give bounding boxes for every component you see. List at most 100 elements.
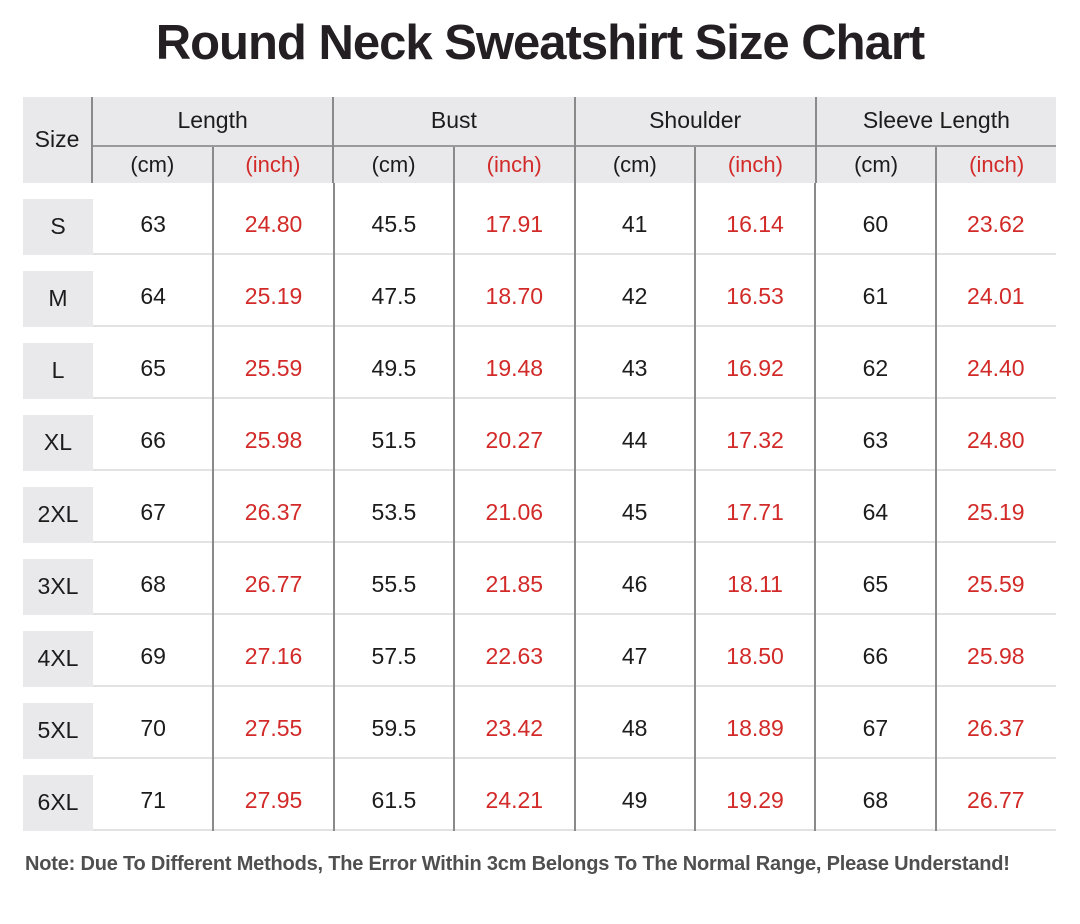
value-cell-cm: 45.5 xyxy=(371,211,417,238)
size-cell: 4XL xyxy=(23,615,93,687)
value-cell-cm: 59.5 xyxy=(371,715,417,742)
page-title: Round Neck Sweatshirt Size Chart xyxy=(155,16,926,70)
header-group-shoulder: Shoulder (cm) (inch) xyxy=(573,96,815,183)
value-cell-cm: 41 xyxy=(621,211,648,238)
size-chart-table: Size Length (cm) (inch) Bust (cm) (inch)… xyxy=(23,96,1056,831)
header-unit-inch: (inch) xyxy=(694,146,815,183)
value-cell-inch: 16.53 xyxy=(726,283,784,310)
value-cell-inch: 17.32 xyxy=(726,427,784,454)
grid-vline xyxy=(453,182,456,831)
value-cell-inch: 19.48 xyxy=(485,355,544,382)
value-cell-cm: 66 xyxy=(862,643,889,670)
size-label: S xyxy=(23,198,93,255)
value-cell-inch: 26.77 xyxy=(967,787,1025,814)
value-cell-cm: 47.5 xyxy=(371,283,417,310)
value-cell-cm: 68 xyxy=(140,571,166,598)
size-label: 2XL xyxy=(23,486,93,543)
value-cell-inch: 26.37 xyxy=(244,499,303,526)
header-unit-inch: (inch) xyxy=(935,146,1056,183)
value-cell-inch: 25.98 xyxy=(967,643,1025,670)
value-cell-inch: 22.63 xyxy=(485,643,544,670)
table-row: XL 66 25.98 51.5 20.27 44 17.32 63 24.80 xyxy=(23,399,1056,471)
header-unit-cm: (cm) xyxy=(612,151,657,177)
size-cell: 2XL xyxy=(23,471,93,543)
header-unit-cm: (cm) xyxy=(130,151,175,177)
size-label: 4XL xyxy=(23,630,93,687)
header-group-label: Shoulder xyxy=(575,97,815,147)
value-cell-inch: 16.92 xyxy=(726,355,784,382)
header-group-label: Bust xyxy=(334,97,574,147)
value-cell-cm: 64 xyxy=(862,499,889,526)
value-cell-cm: 66 xyxy=(140,427,166,454)
header-unit-inch: (inch) xyxy=(211,146,333,183)
value-cell-cm: 63 xyxy=(862,427,889,454)
value-cell-cm: 53.5 xyxy=(371,499,417,526)
value-cell-inch: 24.80 xyxy=(244,211,303,238)
value-cell-inch: 20.27 xyxy=(485,427,544,454)
value-cell-inch: 24.21 xyxy=(485,787,544,814)
header-group-bust: Bust (cm) (inch) xyxy=(332,96,574,183)
value-cell-cm: 63 xyxy=(140,211,166,238)
header-subrow: (cm) (inch) xyxy=(93,146,333,183)
value-cell-inch: 21.06 xyxy=(485,499,544,526)
header-unit-cm: (cm) xyxy=(854,151,899,177)
value-cell-inch: 18.50 xyxy=(726,643,784,670)
value-cell-inch: 18.11 xyxy=(727,571,783,598)
note-text: Note: Due To Different Methods, The Erro… xyxy=(25,852,1010,875)
value-cell-cm: 60 xyxy=(862,211,889,238)
value-cell-cm: 49 xyxy=(621,787,648,814)
size-cell: 5XL xyxy=(23,687,93,759)
value-cell-inch: 25.59 xyxy=(967,571,1025,598)
size-label: M xyxy=(23,270,93,327)
size-cell: 6XL xyxy=(23,759,93,831)
value-cell-cm: 46 xyxy=(621,571,648,598)
value-cell-cm: 70 xyxy=(140,715,166,742)
table-row: 6XL 71 27.95 61.5 24.21 49 19.29 68 26.77 xyxy=(23,759,1056,831)
size-cell: XL xyxy=(23,399,93,471)
size-label: 3XL xyxy=(23,558,93,615)
grid-vline xyxy=(693,182,696,831)
table-row: 2XL 67 26.37 53.5 21.06 45 17.71 64 25.19 xyxy=(23,471,1056,543)
value-cell-cm: 47 xyxy=(621,643,648,670)
header-group-label: Sleeve Length xyxy=(816,97,1056,147)
header-group-sleeve-length: Sleeve Length (cm) (inch) xyxy=(814,96,1056,183)
value-cell-inch: 26.37 xyxy=(967,715,1025,742)
value-cell-inch: 18.89 xyxy=(726,715,784,742)
value-cell-inch: 25.19 xyxy=(244,283,303,310)
value-cell-inch: 19.29 xyxy=(726,787,784,814)
value-cell-cm: 65 xyxy=(862,571,889,598)
value-cell-inch: 27.55 xyxy=(244,715,303,742)
value-cell-cm: 67 xyxy=(140,499,166,526)
size-label: XL xyxy=(23,414,93,471)
value-cell-cm: 67 xyxy=(862,715,889,742)
value-cell-inch: 24.01 xyxy=(967,283,1025,310)
table-row: M 64 25.19 47.5 18.70 42 16.53 61 24.01 xyxy=(23,255,1056,327)
value-cell-inch: 17.91 xyxy=(485,211,544,238)
value-cell-cm: 64 xyxy=(140,283,166,310)
grid-vline xyxy=(212,182,215,831)
value-cell-inch: 24.40 xyxy=(967,355,1025,382)
value-cell-cm: 49.5 xyxy=(371,355,417,382)
value-cell-inch: 18.70 xyxy=(485,283,544,310)
value-cell-cm: 71 xyxy=(140,787,166,814)
value-cell-cm: 45 xyxy=(621,499,648,526)
size-cell: 3XL xyxy=(23,543,93,615)
value-cell-inch: 24.80 xyxy=(967,427,1025,454)
table-body: S 63 24.80 45.5 17.91 41 16.14 60 23.62 M 64 25.… xyxy=(23,182,1056,831)
value-cell-inch: 17.71 xyxy=(726,499,784,526)
value-cell-inch: 25.98 xyxy=(244,427,303,454)
table-row: L 65 25.59 49.5 19.48 43 16.92 62 24.40 xyxy=(23,327,1056,399)
table-row: 3XL 68 26.77 55.5 21.85 46 18.11 65 25.59 xyxy=(23,543,1056,615)
value-cell-inch: 27.95 xyxy=(244,787,303,814)
value-cell-cm: 57.5 xyxy=(371,643,417,670)
value-cell-inch: 23.42 xyxy=(485,715,544,742)
value-cell-inch: 21.85 xyxy=(485,571,544,598)
value-cell-inch: 25.59 xyxy=(244,355,303,382)
value-cell-inch: 25.19 xyxy=(967,499,1025,526)
value-cell-cm: 48 xyxy=(621,715,648,742)
table-row: 4XL 69 27.16 57.5 22.63 47 18.50 66 25.98 xyxy=(23,615,1056,687)
size-cell: L xyxy=(23,327,93,399)
table-row: S 63 24.80 45.5 17.91 41 16.14 60 23.62 xyxy=(23,183,1056,255)
size-label: 5XL xyxy=(23,702,93,759)
header-subrow: (cm) (inch) xyxy=(334,146,573,183)
